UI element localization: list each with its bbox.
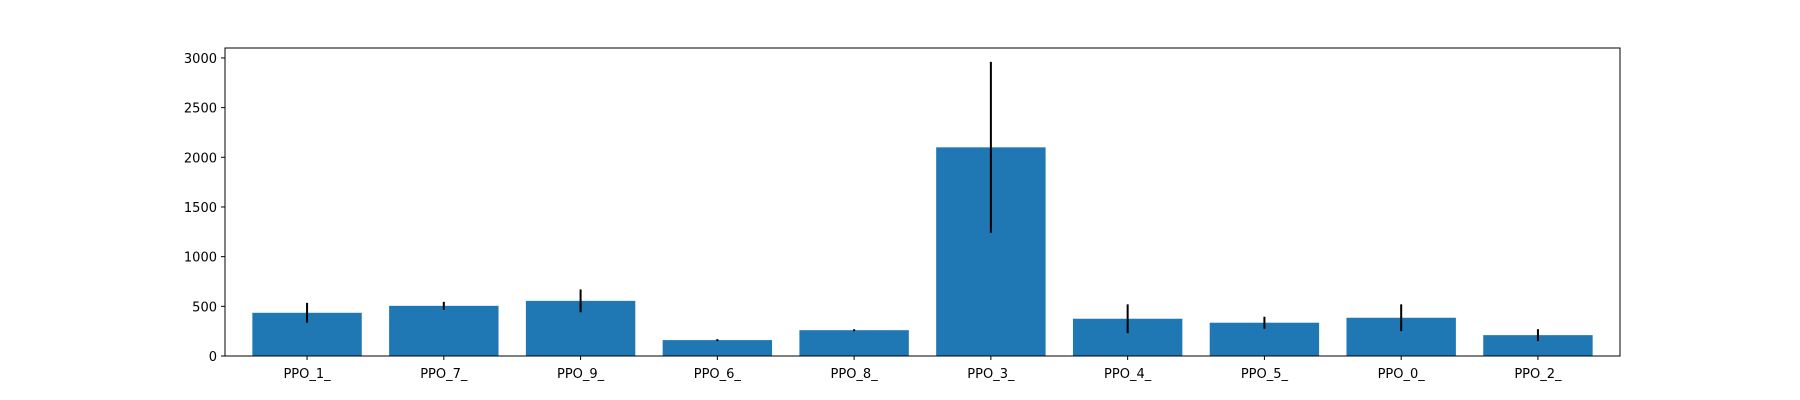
bar-ppo-2 [1483, 335, 1593, 356]
x-tick-label: PPO_4_ [1104, 367, 1152, 382]
x-tick-label: PPO_3_ [967, 367, 1015, 382]
x-tick-label: PPO_6_ [694, 367, 742, 382]
x-axis-ticks: PPO_1_ PPO_7_ PPO_9_ PPO_6_ PPO_8_ PPO_3_ PPO_… [283, 356, 1562, 382]
plot-frame [224, 47, 1621, 357]
error-bars-layer [306, 61, 1539, 342]
y-tick-label: 1500 [184, 201, 217, 216]
x-tick-label: PPO_1_ [283, 367, 331, 382]
y-tick-label: 2000 [184, 151, 217, 166]
x-tick-label: PPO_2_ [1514, 367, 1562, 382]
bar-ppo-6 [662, 340, 773, 356]
bar-ppo-7 [389, 305, 499, 356]
x-tick-label: PPO_9_ [557, 367, 605, 382]
y-tick-label: 0 [209, 350, 217, 365]
x-tick-label: PPO_5_ [1241, 367, 1289, 382]
y-tick-label: 500 [192, 300, 217, 315]
y-tick-label: 1000 [184, 251, 217, 266]
x-tick-label: PPO_0_ [1378, 367, 1426, 382]
y-tick-label: 3000 [184, 52, 217, 67]
x-tick-label: PPO_8_ [831, 367, 879, 382]
y-tick-label: 2500 [184, 102, 217, 117]
bar-ppo-8 [799, 330, 909, 356]
bars-layer [252, 147, 1593, 356]
y-axis-ticks: 0 500 1000 1500 2000 2500 3000 [184, 52, 225, 365]
x-tick-label: PPO_7_ [420, 367, 468, 382]
